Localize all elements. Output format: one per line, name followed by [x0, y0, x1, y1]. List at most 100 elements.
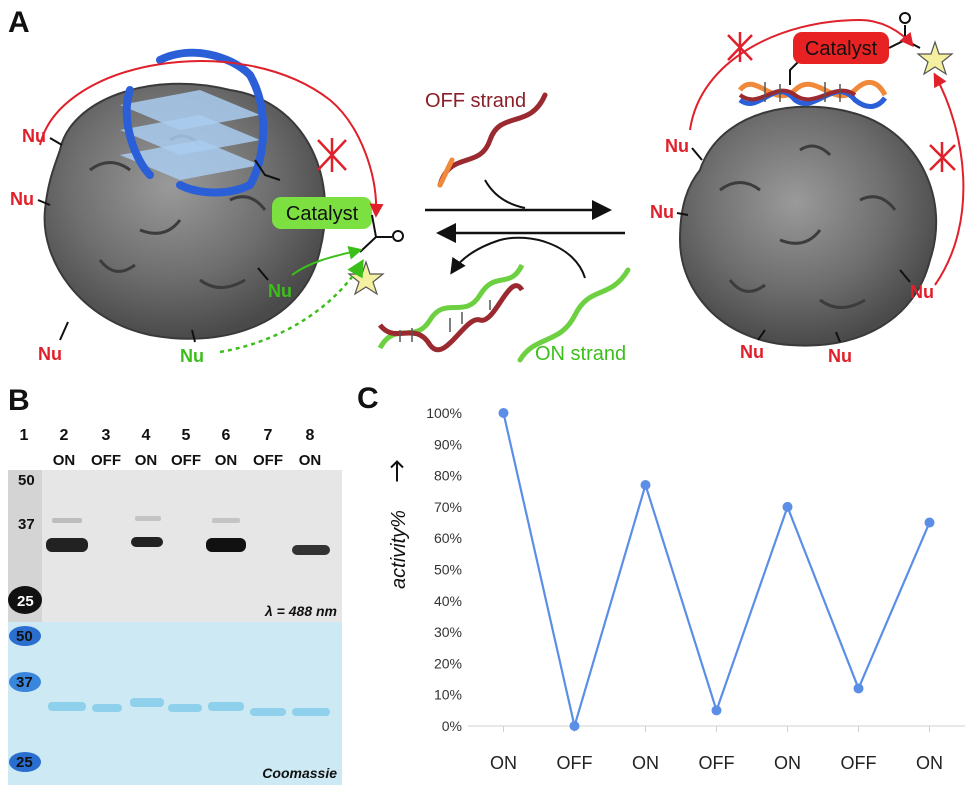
off-strand-toehold	[437, 157, 455, 188]
y-tick-label: 20%	[434, 655, 462, 671]
y-tick-label: 60%	[434, 530, 462, 546]
nu-label-right-4: Nu	[740, 342, 764, 362]
block-mark-icon	[317, 138, 347, 172]
nu-label-right-5: Nu	[828, 346, 852, 366]
x-tick-label: OFF	[841, 753, 877, 773]
blocked-reaction-arrow	[39, 60, 384, 218]
nu-label-right-2: Nu	[650, 202, 674, 222]
block-mark-icon	[929, 142, 956, 172]
lane-state: OFF	[253, 452, 283, 469]
nu-label-left-3: Nu	[38, 344, 62, 364]
lane-state: ON	[299, 452, 322, 469]
series-line	[502, 412, 931, 731]
lane-number: 7	[264, 427, 273, 444]
on-strand-icon	[517, 267, 631, 363]
off-strand-icon	[437, 92, 548, 188]
lane-number: 2	[60, 427, 69, 444]
catalyst-badge-left: Catalyst	[272, 197, 372, 229]
data-point	[782, 501, 793, 512]
coomassie-band	[130, 698, 164, 707]
lane-number: 8	[306, 427, 315, 444]
marker-label-25: 25	[17, 593, 34, 610]
marker-label-25: 25	[16, 754, 33, 771]
nu-linker	[191, 329, 196, 343]
marker-label-37: 37	[16, 674, 33, 691]
nu-label-left-1: Nu	[22, 126, 46, 146]
y-tick-label: 70%	[434, 499, 462, 515]
x-tick-label: ON	[632, 753, 659, 773]
reaction-arrow-dashed	[219, 258, 364, 354]
gel-band	[131, 537, 163, 547]
y-tick-label: 10%	[434, 687, 462, 703]
data-point	[640, 479, 651, 490]
x-tick-label: OFF	[699, 753, 735, 773]
data-point	[569, 721, 580, 731]
x-tick-label: ON	[774, 753, 801, 773]
lane-number: 3	[102, 427, 111, 444]
data-point	[924, 517, 935, 528]
lane-number: 4	[142, 427, 151, 444]
marker-label-37: 37	[18, 516, 35, 533]
blocked-reaction-arrow	[689, 18, 914, 131]
reaction-arrow-green	[291, 245, 363, 276]
y-tick-label: 90%	[434, 436, 462, 452]
marker-band-25	[8, 586, 42, 614]
block-mark-icon	[727, 32, 753, 62]
duplex-waste-icon	[377, 263, 525, 353]
nu-label-green-1: Nu	[268, 281, 292, 301]
nu-label-right-3: Nu	[910, 282, 934, 302]
fluorescence-gel: 50 37 25 λ = 488 nm	[8, 470, 342, 622]
protein-surface-left	[43, 82, 327, 340]
lane-number: 5	[182, 427, 191, 444]
coomassie-band	[292, 708, 330, 716]
marker-label-50: 50	[16, 628, 33, 645]
nu-linker	[757, 329, 766, 341]
blocked-reaction-arrow	[933, 72, 965, 286]
y-tick-label: 30%	[434, 624, 462, 640]
y-axis-label: activity%	[388, 510, 410, 589]
nu-linker	[257, 267, 269, 281]
stain-caption: Coomassie	[262, 765, 337, 781]
coomassie-band	[168, 704, 202, 712]
gel-band	[292, 545, 330, 555]
lane-state: OFF	[91, 452, 121, 469]
panel-b-letter: B	[8, 384, 30, 417]
nu-linker	[899, 269, 911, 283]
coomassie-band	[208, 702, 244, 711]
substrate-right	[888, 12, 954, 76]
lane-state: OFF	[171, 452, 201, 469]
activity-line-chart: 0% 10% 20% 30% 40% 50% 60% 70% 80% 90% 100% ON OFF ON…	[388, 405, 965, 773]
coomassie-gel: 50 37 25 Coomassie	[8, 622, 342, 785]
lane-state: ON	[53, 452, 76, 469]
fluorescence-caption: λ = 488 nm	[264, 603, 337, 619]
on-strand-input-curve	[450, 236, 586, 279]
y-tick-label: 100%	[426, 405, 462, 421]
catalyst-label-left: Catalyst	[286, 203, 359, 225]
nu-linker	[676, 212, 689, 216]
nu-label-right-1: Nu	[665, 136, 689, 156]
catalyst-label-right: Catalyst	[805, 38, 878, 60]
nu-linker	[835, 331, 841, 343]
nu-linker	[691, 147, 703, 161]
gel-lane-headers: 1 2 3 4 5 6 7 8 ON OFF ON OFF ON OFF ON	[20, 427, 322, 469]
x-tick-label: ON	[916, 753, 943, 773]
coomassie-band	[250, 708, 286, 716]
nu-linker	[37, 199, 51, 206]
data-point	[853, 683, 864, 694]
off-strand-input-curve	[484, 179, 526, 209]
duplex-aptamer-right	[738, 59, 888, 109]
lane-state: ON	[215, 452, 238, 469]
nu-label-green-2: Nu	[180, 346, 204, 366]
protein-surface-right	[678, 105, 938, 347]
panel-c-letter: C	[357, 382, 379, 415]
marker-label-50: 50	[18, 472, 35, 489]
y-tick-label: 40%	[434, 593, 462, 609]
lane-number: 1	[20, 427, 29, 444]
up-arrow-icon	[390, 460, 404, 482]
y-tick-label: 50%	[434, 562, 462, 578]
lane-number: 6	[222, 427, 231, 444]
catalyst-badge-right: Catalyst	[793, 32, 889, 64]
y-tick-label: 0%	[442, 718, 462, 734]
data-point	[711, 705, 722, 716]
